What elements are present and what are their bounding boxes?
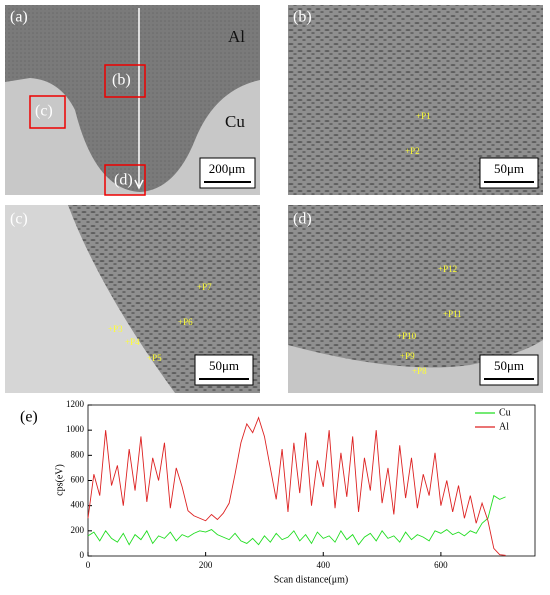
material-label: Al (228, 27, 245, 46)
legend-label: Al (499, 421, 509, 432)
scale-bar: 50μm (209, 358, 239, 373)
panel-a: (a) Al Cu (b) (c) (d) 200μm (5, 5, 260, 196)
point-label: +P8 (412, 366, 427, 376)
panel-c: (c) +P7 +P3 +P4 +P6 +P5 50μm (5, 205, 260, 393)
panel-label: (d) (293, 211, 312, 228)
point-label: +P6 (178, 317, 193, 327)
x-tick-label: 0 (86, 560, 91, 570)
scale-bar: 200μm (209, 161, 246, 176)
box-label: (d) (114, 172, 133, 189)
x-tick-label: 400 (317, 560, 331, 570)
y-tick-label: 1200 (66, 399, 85, 409)
panel-b: (b) +P1 +P2 50μm (288, 5, 543, 195)
panel-label: (e) (20, 409, 38, 426)
y-tick-label: 400 (71, 500, 85, 510)
y-tick-label: 1000 (66, 424, 85, 434)
point-label: +P5 (147, 353, 162, 363)
legend-label: Cu (499, 407, 511, 418)
panel-label: (c) (10, 211, 28, 228)
series-line (87, 494, 506, 546)
x-axis-label: Scan distance(μm) (274, 574, 349, 585)
box-label: (b) (112, 72, 131, 89)
y-axis-label: cps(eV) (54, 464, 65, 496)
point-label: +P3 (108, 324, 123, 334)
panel-d: (d) +P12 +P11 +P10 +P9 +P8 50μm (288, 205, 543, 393)
material-label: Cu (225, 112, 245, 131)
y-tick-label: 200 (71, 525, 85, 535)
line-chart: (e) Scan distance(μm) cps(eV) 0 200 400 600… (20, 399, 536, 585)
point-label: +P1 (416, 111, 431, 121)
scale-bar: 50μm (494, 358, 524, 373)
point-label: +P2 (405, 146, 420, 156)
scale-bar: 50μm (494, 161, 524, 176)
y-tick-label: 0 (80, 550, 85, 560)
box-label: (c) (35, 103, 53, 120)
x-tick-label: 200 (199, 560, 213, 570)
y-tick-label: 800 (71, 449, 85, 459)
x-tick-label: 600 (434, 560, 448, 570)
point-label: +P4 (125, 337, 140, 347)
point-label: +P11 (443, 309, 462, 319)
y-tick-label: 600 (71, 475, 85, 485)
panel-label: (b) (293, 9, 312, 26)
point-label: +P10 (397, 331, 417, 341)
series-line (87, 416, 506, 556)
point-label: +P12 (438, 264, 457, 274)
point-label: +P9 (400, 351, 415, 361)
point-label: +P7 (197, 282, 212, 292)
panel-label: (a) (10, 9, 28, 26)
